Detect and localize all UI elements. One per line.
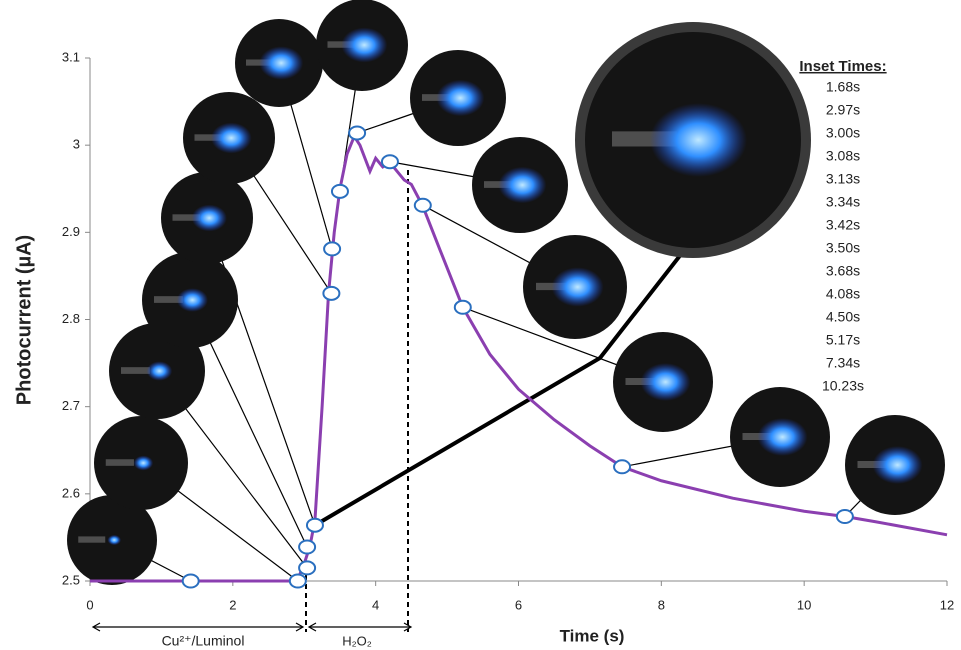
- inset-title: Inset Times:: [799, 58, 886, 75]
- inset-marker: [324, 242, 340, 255]
- glow-spot: [758, 418, 808, 456]
- inset-time: 3.00s: [826, 125, 860, 141]
- glow-spot: [552, 267, 604, 307]
- inset-marker: [332, 185, 348, 198]
- x-axis-label: Time (s): [560, 626, 625, 645]
- inset-time: 5.17s: [826, 332, 860, 348]
- inset-marker: [614, 460, 630, 473]
- inset-marker: [349, 126, 365, 139]
- glow-spot: [192, 205, 227, 232]
- glow-spot: [177, 288, 208, 312]
- inset-time: 3.08s: [826, 148, 860, 164]
- inset-marker: [299, 561, 315, 574]
- y-tick-label: 3: [73, 137, 80, 152]
- glow-spot: [211, 123, 252, 154]
- glow-spot: [341, 28, 387, 63]
- y-tick-label: 2.5: [62, 572, 80, 587]
- chart: Photocurrent (µA) Time (s) Inset Times: …: [0, 0, 961, 650]
- inset-time: 2.97s: [826, 102, 860, 118]
- x-tick-label: 4: [372, 597, 379, 612]
- y-tick-label: 2.7: [62, 398, 80, 413]
- x-tick-label: 6: [515, 597, 522, 612]
- glow-spot: [134, 456, 154, 471]
- annotation: H₂O₂: [342, 633, 372, 648]
- x-tick-label: 10: [797, 597, 811, 612]
- inset-marker: [299, 541, 315, 554]
- x-tick-label: 12: [940, 597, 954, 612]
- inset-time: 3.42s: [826, 217, 860, 233]
- glow-spot: [147, 361, 173, 380]
- inset-time: 4.50s: [826, 309, 860, 325]
- x-tick-label: 8: [658, 597, 665, 612]
- glow-spot: [641, 363, 691, 401]
- glow-spot: [650, 103, 747, 177]
- y-tick-label: 2.9: [62, 224, 80, 239]
- inset-marker: [290, 575, 306, 588]
- x-tick-label: 0: [86, 597, 93, 612]
- inset-time: 4.08s: [826, 286, 860, 302]
- glow-spot: [498, 167, 546, 203]
- inset-marker: [837, 510, 853, 523]
- glow-spot: [436, 80, 484, 116]
- electrode: [78, 536, 105, 542]
- inset-marker: [183, 575, 199, 588]
- inset-time: 3.13s: [826, 171, 860, 187]
- y-tick-label: 2.6: [62, 485, 80, 500]
- inset-marker: [415, 199, 431, 212]
- inset-marker: [455, 301, 471, 314]
- inset-time: 3.50s: [826, 240, 860, 256]
- y-tick-label: 2.8: [62, 311, 80, 326]
- x-tick-label: 2: [229, 597, 236, 612]
- inset-time: 3.68s: [826, 263, 860, 279]
- glow-spot: [259, 46, 303, 79]
- inset-time: 7.34s: [826, 355, 860, 371]
- y-axis-label: Photocurrent (µA): [13, 235, 35, 405]
- electrode: [121, 367, 150, 374]
- inset-marker: [382, 155, 398, 168]
- inset-marker: [323, 287, 339, 300]
- glow-spot: [873, 446, 923, 484]
- y-tick-label: 3.1: [62, 49, 80, 64]
- inset-time: 1.68s: [826, 79, 860, 95]
- inset-time: 10.23s: [822, 378, 864, 394]
- inset-marker: [307, 519, 323, 532]
- leader-line: [207, 218, 315, 525]
- glow-spot: [108, 535, 122, 545]
- electrode: [106, 459, 134, 466]
- inset-time: 3.34s: [826, 194, 860, 210]
- annotation: Cu²⁺/Luminol: [162, 633, 245, 649]
